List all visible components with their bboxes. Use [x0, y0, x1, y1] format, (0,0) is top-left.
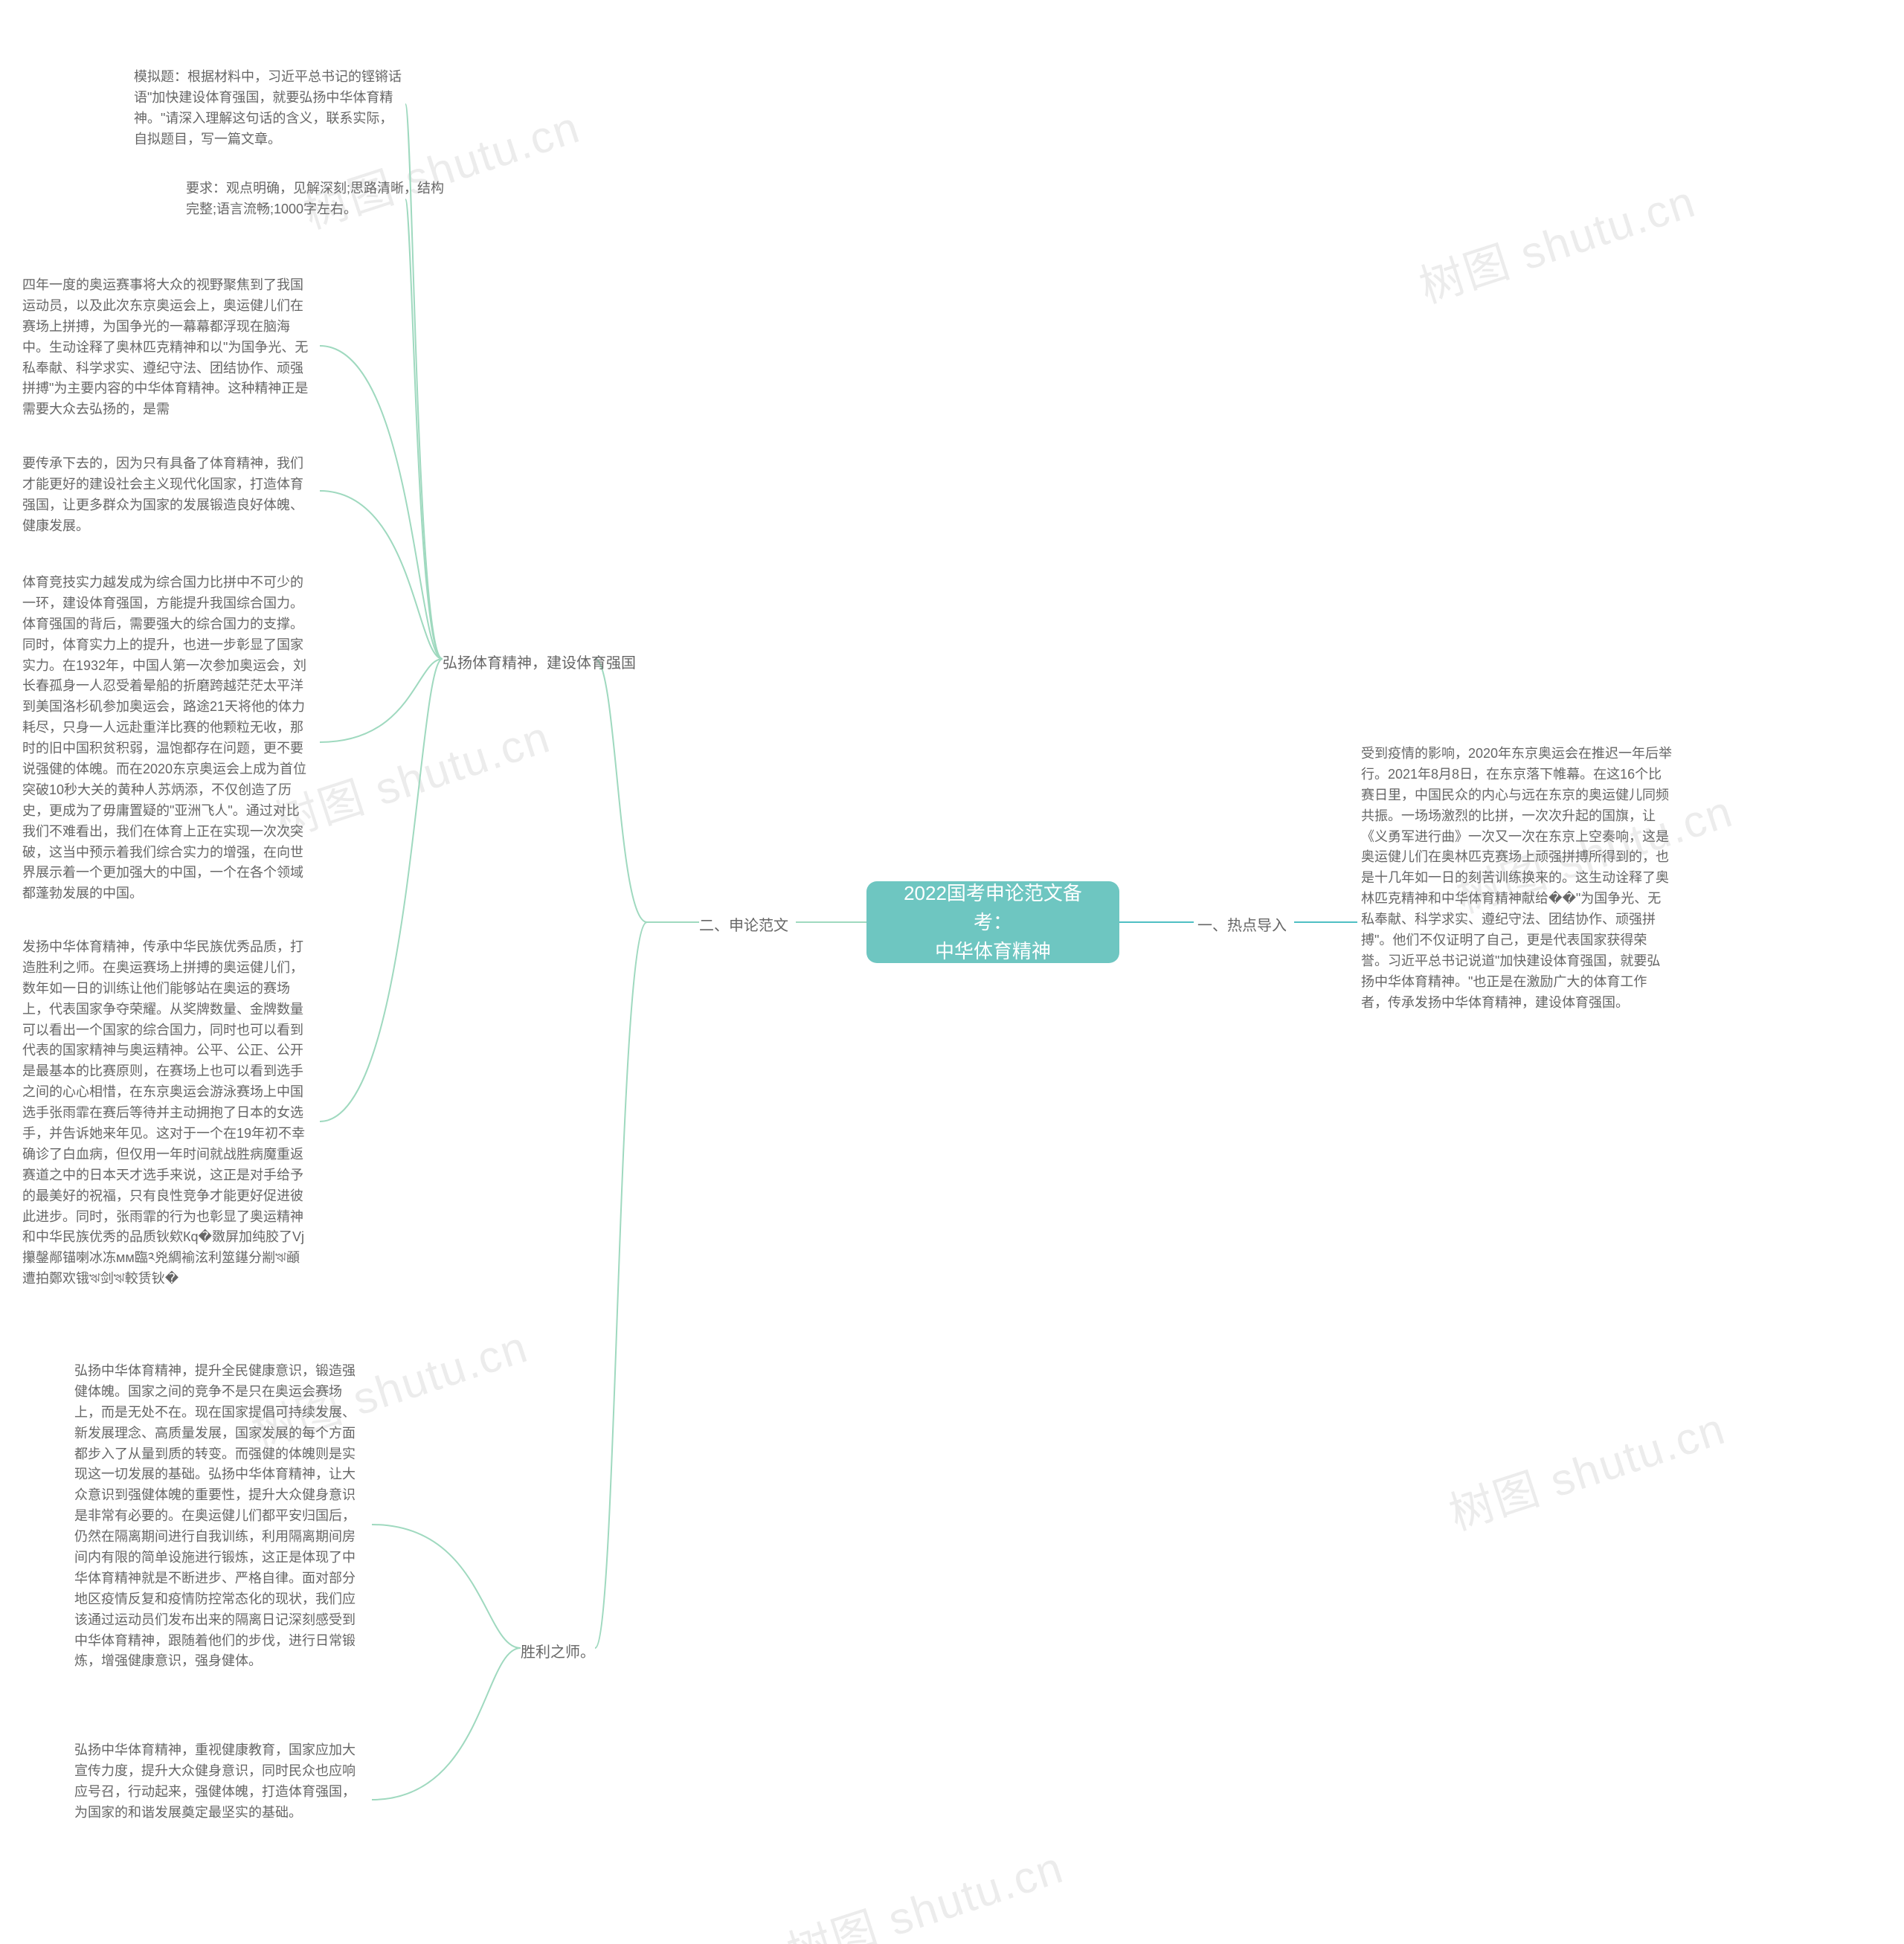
left-leaf-6: 弘扬中华体育精神，提升全民健康意识，锻造强健体魄。国家之间的竞争不是只在奥运会赛… [74, 1361, 364, 1672]
center-title-line1: 2022国考申论范文备考： [887, 879, 1099, 937]
left-sub-label-2: 胜利之师。 [521, 1640, 595, 1661]
left-leaf-5: 发扬中华体育精神，传承中华民族优秀品质，打造胜利之师。在奥运赛场上拼搏的奥运健儿… [22, 937, 312, 1290]
right-leaf: 受到疫情的影响，2020年东京奥运会在推迟一年后举行。2021年8月8日，在东京… [1361, 744, 1673, 1014]
left-leaf-3: 要传承下去的，因为只有具备了体育精神，我们才能更好的建设社会主义现代化国家，打造… [22, 454, 312, 537]
watermark: 树图 shutu.cn [1440, 1393, 1733, 1543]
center-node: 2022国考申论范文备考： 中华体育精神 [866, 881, 1119, 963]
left-leaf-0: 模拟题：根据材料中，习近平总书记的铿锵话语"加快建设体育强国，就要弘扬中华体育精… [134, 67, 402, 150]
left-sub-label: 弘扬体育精神，建设体育强国 [443, 651, 636, 672]
left-leaf-2: 四年一度的奥运赛事将大众的视野聚焦到了我国运动员，以及此次东京奥运会上，奥运健儿… [22, 275, 312, 420]
watermark: 树图 shutu.cn [778, 1832, 1071, 1944]
branch-right-label: 一、热点导入 [1197, 913, 1287, 935]
center-title-line2: 中华体育精神 [887, 937, 1099, 966]
left-leaf-7: 弘扬中华体育精神，重视健康教育，国家应加大宣传力度，提升大众健身意识，同时民众也… [74, 1740, 364, 1824]
branch-left-label: 二、申论范文 [699, 913, 788, 935]
left-leaf-1: 要求：观点明确，见解深刻;思路清晰，结构完整;语言流畅;1000字左右。 [186, 178, 454, 220]
watermark: 树图 shutu.cn [1410, 166, 1703, 316]
left-leaf-4: 体育竞技实力越发成为综合国力比拼中不可少的一环，建设体育强国，方能提升我国综合国… [22, 573, 312, 904]
